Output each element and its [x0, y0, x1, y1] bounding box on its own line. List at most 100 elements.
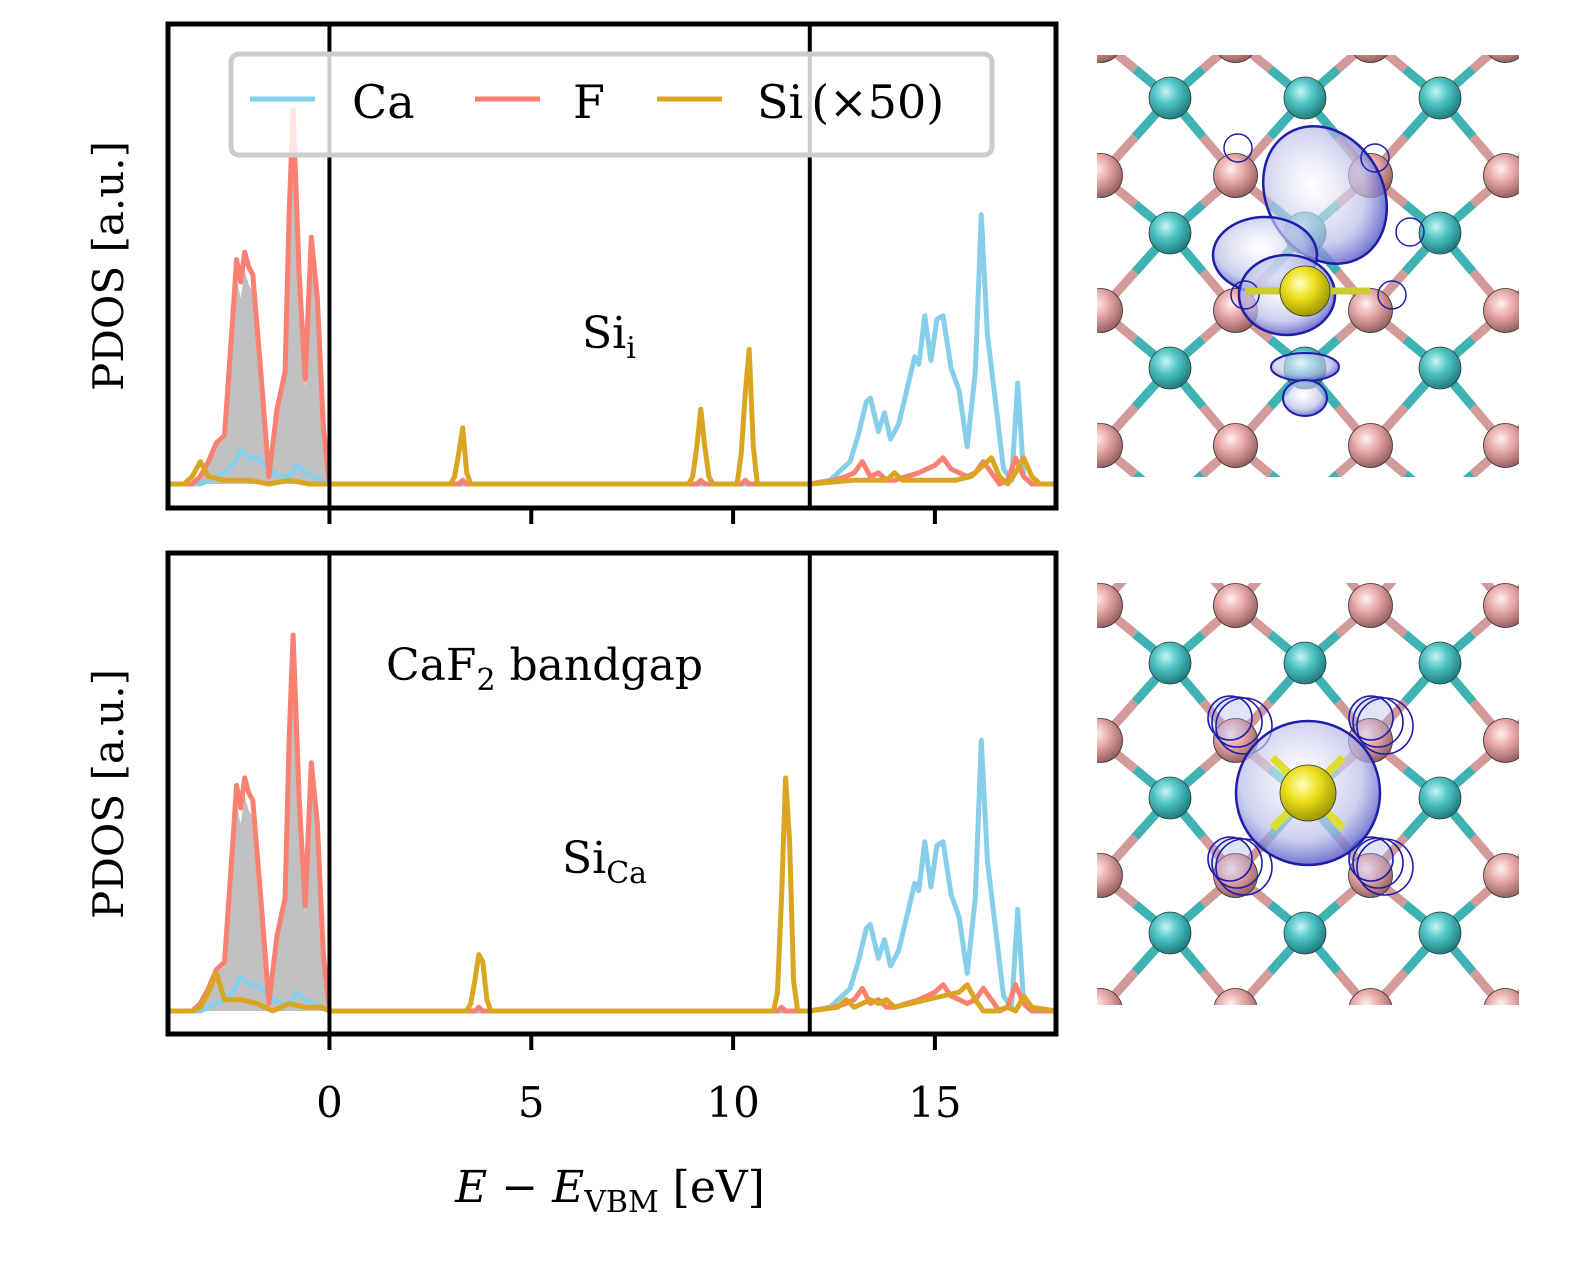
bond	[1540, 339, 1575, 368]
bond	[1440, 1203, 1473, 1242]
bond	[1097, 737, 1104, 750]
si-atom	[1279, 764, 1337, 822]
bond	[1270, 528, 1305, 567]
ca-atom	[1419, 482, 1461, 524]
ylabel-top: PDOS [a.u.]	[84, 141, 133, 391]
bond	[1236, 1146, 1271, 1175]
bond	[1327, 470, 1341, 477]
ca-atom	[1149, 1047, 1191, 1089]
f-atom	[1079, 1124, 1123, 1168]
bond	[1035, 339, 1068, 368]
f-atom	[1483, 988, 1519, 1005]
ca-atom	[1554, 482, 1593, 524]
bond	[1440, 1068, 1473, 1107]
bond	[1135, 528, 1170, 567]
series-line-ca	[168, 212, 1056, 487]
bond	[1035, 1068, 1068, 1107]
bond	[1236, 542, 1271, 581]
xtick-label: 10	[706, 1078, 759, 1127]
series-line-si	[168, 346, 1056, 487]
bond	[1334, 55, 1361, 73]
bond	[1473, 1107, 1506, 1146]
bond	[1097, 299, 1104, 314]
bond	[1575, 1039, 1593, 1068]
bond	[1540, 233, 1575, 272]
bond	[1440, 528, 1473, 567]
bond	[1540, 769, 1575, 798]
bond	[1097, 164, 1104, 179]
series-line-f	[168, 107, 1056, 487]
bond	[1473, 1146, 1506, 1175]
bandgap-label: CaF2 bandgap	[386, 640, 703, 698]
bond	[1035, 474, 1068, 503]
ca-atom	[1418, 211, 1462, 255]
bond	[1068, 2, 1101, 41]
bond	[1203, 542, 1236, 581]
ca-atom	[1283, 911, 1327, 955]
bond	[1097, 864, 1104, 879]
bond	[1270, 1203, 1305, 1242]
ca-atom	[1554, 347, 1593, 389]
bond	[1575, 0, 1593, 2]
bond	[1540, 69, 1575, 98]
bond	[1305, 1068, 1338, 1107]
series-line-si	[168, 775, 1056, 1014]
bond	[1540, 528, 1575, 567]
xtick-labels: 0 5 10 15	[316, 1078, 962, 1127]
bond	[1097, 307, 1104, 320]
bond	[1371, 1146, 1406, 1175]
bond	[1380, 55, 1409, 73]
bond	[1440, 1174, 1473, 1203]
bond	[1575, 1174, 1593, 1203]
bond	[1575, 98, 1593, 137]
bond	[1462, 470, 1476, 477]
bond	[1236, 2, 1271, 41]
f-atom	[1348, 853, 1393, 898]
valence-total-fill	[168, 665, 330, 1011]
ca-atom	[1148, 211, 1192, 255]
ca-atom	[1014, 1182, 1056, 1224]
ca-atom	[1014, 1047, 1056, 1089]
ca-atom	[1149, 482, 1191, 524]
bond	[1506, 1011, 1541, 1040]
orbital-contour	[1215, 697, 1273, 755]
bond	[1035, 663, 1068, 702]
bond	[1035, 368, 1068, 407]
ca-atom	[1284, 1047, 1326, 1089]
orbital-contour	[1207, 695, 1253, 741]
bond	[1371, 2, 1406, 41]
bond	[1035, 528, 1068, 567]
xtick-label: 5	[518, 1078, 545, 1127]
bond	[1575, 904, 1593, 933]
orbital-contour	[1211, 696, 1263, 748]
bond	[1338, 542, 1371, 581]
bond	[1575, 634, 1593, 663]
bond	[1371, 1011, 1406, 1040]
bond	[1270, 1174, 1305, 1203]
bond	[1575, 933, 1593, 972]
bottom-vlines	[327, 553, 812, 1034]
ca-atom	[1284, 507, 1326, 549]
ca-atom	[1014, 347, 1056, 389]
bond	[1097, 729, 1104, 744]
bond	[1035, 933, 1068, 972]
ca-atom	[1419, 507, 1461, 549]
bond	[1338, 1146, 1371, 1175]
bond	[1135, 1068, 1170, 1107]
bond	[1203, 1011, 1236, 1040]
xlabel: E − EVBM [eV]	[454, 1162, 765, 1220]
bond	[1540, 1068, 1575, 1107]
bond	[1540, 904, 1575, 933]
bond	[1170, 1068, 1203, 1107]
bond	[1035, 798, 1068, 837]
bond	[1097, 172, 1104, 185]
annotation-si-i: Sii	[582, 308, 636, 366]
bond	[1097, 442, 1104, 455]
f-atom	[1097, 583, 1123, 628]
bond	[1068, 677, 1101, 716]
f-atom	[1348, 288, 1393, 333]
bond	[1097, 999, 1102, 1005]
f-atom	[1349, 1124, 1393, 1168]
bond	[1575, 503, 1593, 542]
orbital-contour	[1377, 280, 1407, 310]
